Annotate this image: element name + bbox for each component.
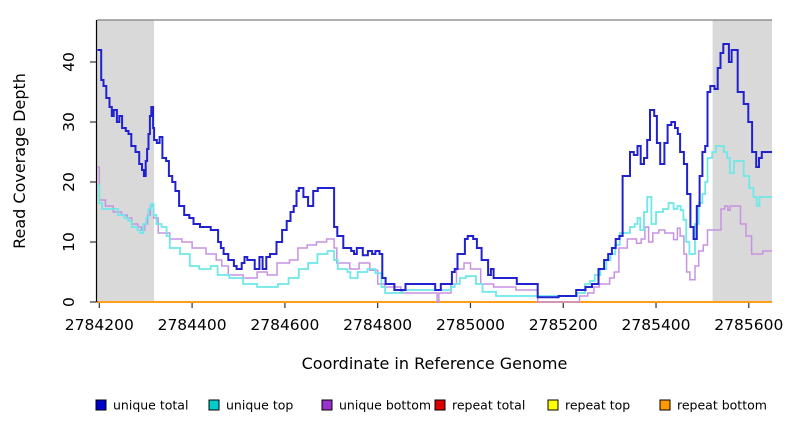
legend-label-repeat-bottom: repeat bottom <box>677 398 767 413</box>
x-tick-label: 2785200 <box>529 316 598 334</box>
series-unique-bottom <box>97 166 772 303</box>
x-tick-label: 2784400 <box>158 316 227 334</box>
y-tick-label: 0 <box>60 297 78 307</box>
legend-label-repeat-total: repeat total <box>452 398 525 413</box>
series-unique-top <box>97 145 772 297</box>
legend-swatch-repeat-top <box>547 399 559 411</box>
y-tick-label: 30 <box>60 112 78 132</box>
legend-swatch-repeat-total <box>434 399 446 411</box>
legend-label-unique-total: unique total <box>113 398 188 413</box>
series-unique-total <box>97 43 772 299</box>
legend-swatch-unique-bottom <box>321 399 333 411</box>
legend-label-repeat-top: repeat top <box>565 398 630 413</box>
x-tick-label: 2785000 <box>436 316 505 334</box>
x-tick-label: 2785400 <box>622 316 691 334</box>
y-tick-label: 20 <box>60 172 78 192</box>
x-axis-title: Coordinate in Reference Genome <box>302 354 568 373</box>
legend-label-unique-top: unique top <box>226 398 293 413</box>
y-tick-label: 10 <box>60 232 78 252</box>
y-tick-label: 40 <box>60 52 78 72</box>
left-masked-region <box>97 20 155 302</box>
legend-swatch-unique-top <box>208 399 220 411</box>
legend-swatch-unique-total <box>95 399 107 411</box>
y-axis-title: Read Coverage Depth <box>10 73 29 249</box>
x-tick-label: 2785600 <box>714 316 783 334</box>
x-tick-label: 2784600 <box>250 316 319 334</box>
x-tick-label: 2784800 <box>343 316 412 334</box>
legend-swatch-repeat-bottom <box>659 399 671 411</box>
legend-label-unique-bottom: unique bottom <box>339 398 431 413</box>
x-tick-label: 2784200 <box>65 316 134 334</box>
